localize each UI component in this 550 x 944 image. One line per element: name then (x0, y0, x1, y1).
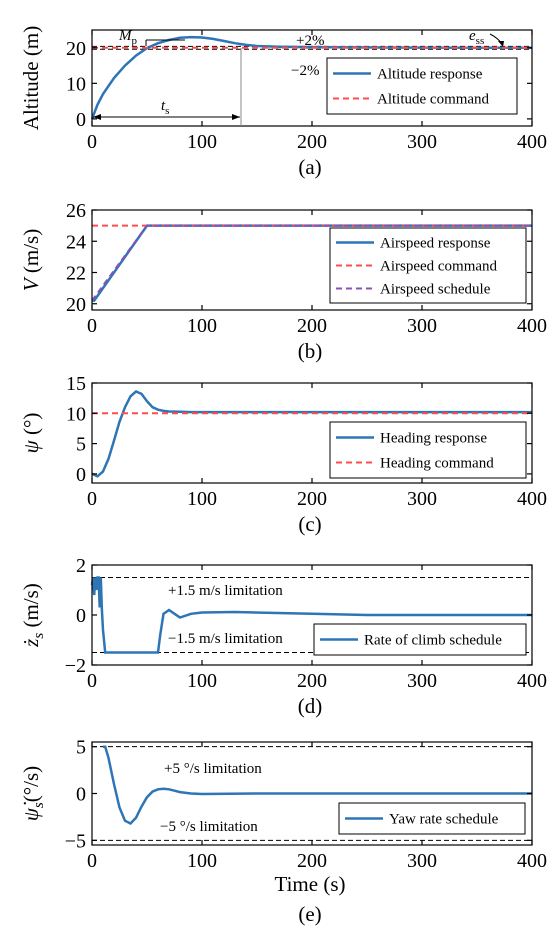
y-tick-label: 22 (66, 263, 86, 285)
y-tick-label: 10 (66, 73, 86, 95)
y-tick-label: 10 (66, 403, 86, 425)
x-tick-label: 400 (517, 670, 547, 692)
y-tick-label: −2 (65, 655, 86, 677)
x-tick-label: 400 (517, 315, 547, 337)
y-tick-label: 0 (76, 605, 86, 627)
upper-limit-label: +5 °/s limitation (164, 761, 262, 777)
panel-label: (d) (298, 694, 323, 718)
settling-arrowhead-right (232, 114, 240, 120)
x-tick-label: 100 (187, 315, 217, 337)
steady-state-error-label: ess (469, 28, 484, 47)
steady-state-arrowhead (498, 41, 504, 47)
y-axis-label: ψ (°) (19, 413, 43, 454)
overshoot-label: Mp (118, 28, 138, 47)
y-tick-label: 2 (76, 555, 86, 577)
legend-label: Altitude response (377, 67, 483, 83)
x-tick-label: 0 (87, 488, 97, 510)
x-tick-label: 0 (87, 315, 97, 337)
y-tick-label: 0 (76, 109, 86, 131)
y-tick-label: 24 (66, 231, 86, 253)
minus-band-label: −2% (291, 63, 319, 79)
panel-3: 0 100 200 300 400 0 5 10 15 ψ (°) (c) Heading respo… (19, 373, 547, 536)
y-tick-label: 26 (66, 200, 86, 222)
legend-label: Airspeed response (380, 236, 491, 252)
plus-band-label: +2% (296, 33, 324, 49)
series-line-1 (91, 390, 532, 478)
legend-label: Heading response (380, 431, 487, 447)
panel-label: (a) (298, 155, 321, 179)
legend-label: Airspeed schedule (380, 282, 491, 298)
x-tick-label: 100 (187, 850, 217, 872)
x-tick-label: 300 (407, 850, 437, 872)
legend-label: Rate of climb schedule (364, 633, 502, 649)
series-line-1 (90, 35, 532, 120)
y-axis-label: żs (m/s) (19, 583, 47, 648)
x-tick-label: 300 (407, 131, 437, 153)
legend-label: Airspeed command (380, 259, 498, 275)
y-tick-label: −5 (65, 830, 86, 852)
legend: Rate of climb schedule (313, 623, 527, 656)
y-tick-label: 5 (76, 434, 86, 456)
y-tick-label: 20 (66, 294, 86, 316)
legend-box (329, 227, 527, 304)
x-tick-label: 100 (187, 670, 217, 692)
x-tick-label: 0 (87, 131, 97, 153)
x-tick-label: 400 (517, 488, 547, 510)
x-tick-label: 400 (517, 850, 547, 872)
panel-label: (b) (298, 339, 323, 363)
x-tick-label: 100 (187, 488, 217, 510)
x-tick-label: 200 (297, 131, 327, 153)
series-line-3 (91, 224, 532, 302)
x-tick-label: 100 (187, 131, 217, 153)
settling-time-label: ts (161, 98, 169, 117)
y-tick-label: 0 (76, 784, 86, 806)
x-tick-label: 200 (297, 670, 327, 692)
panel-label: (c) (298, 512, 321, 536)
series-line-1 (90, 576, 532, 654)
lower-limit-label: −5 °/s limitation (160, 819, 258, 835)
x-tick-label: 0 (87, 670, 97, 692)
panel-1: 0 100 200 300 400 0 10 20 Altitude (m) (a) Altitud… (19, 26, 547, 179)
y-tick-label: 0 (76, 464, 86, 486)
legend: Airspeed response Airspeed command Airspee… (329, 227, 527, 304)
legend-box (326, 57, 518, 115)
y-axis-label: ψ̇s(°/s) (19, 766, 47, 821)
y-tick-label: 15 (66, 373, 86, 395)
x-axis-label: Time (s) (275, 872, 346, 896)
y-axis-label: V (m/s) (19, 229, 43, 291)
x-tick-label: 200 (297, 315, 327, 337)
y-tick-label: 20 (66, 38, 86, 60)
legend: Altitude response Altitude command (326, 57, 518, 115)
x-tick-label: 200 (297, 850, 327, 872)
legend-label: Yaw rate schedule (389, 812, 499, 828)
x-tick-label: 200 (297, 488, 327, 510)
y-axis-label: Altitude (m) (19, 26, 43, 130)
x-tick-label: 300 (407, 315, 437, 337)
upper-limit-label: +1.5 m/s limitation (168, 583, 283, 599)
x-tick-label: 0 (87, 850, 97, 872)
legend-box (329, 421, 527, 479)
y-tick-label: 5 (76, 737, 86, 759)
legend: Yaw rate schedule (338, 802, 526, 835)
panel-label: (e) (298, 902, 321, 926)
legend-label: Altitude command (377, 92, 490, 108)
lower-limit-label: −1.5 m/s limitation (168, 631, 283, 647)
x-tick-label: 300 (407, 670, 437, 692)
settling-arrowhead-left (93, 114, 101, 120)
x-tick-label: 300 (407, 488, 437, 510)
legend-label: Heading command (380, 456, 494, 472)
x-tick-label: 400 (517, 131, 547, 153)
panel-2: 0 100 200 300 400 20 22 24 26 V (m/s) (b) Airspeed … (19, 200, 547, 363)
series-line-1 (103, 745, 532, 826)
legend-box (313, 623, 527, 656)
legend: Heading response Heading command (329, 421, 527, 479)
